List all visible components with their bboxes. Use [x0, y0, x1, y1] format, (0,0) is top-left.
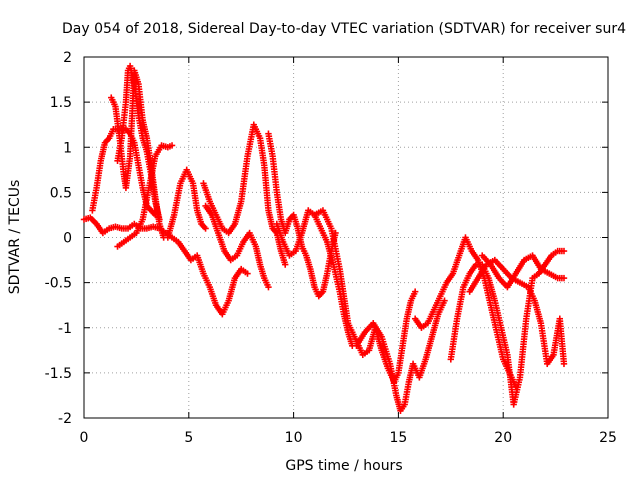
- x-tick-label: 15: [389, 430, 407, 446]
- x-tick-label: 25: [599, 430, 617, 446]
- data-point: [411, 288, 419, 295]
- data-point: [244, 270, 251, 277]
- y-tick-label: -1: [58, 321, 72, 337]
- data-point: [156, 216, 163, 223]
- x-tick-label: 20: [494, 430, 512, 446]
- y-tick-label: 1: [63, 140, 72, 156]
- data-point: [560, 360, 568, 368]
- data-point: [560, 274, 568, 282]
- y-tick-label: 0: [63, 231, 72, 247]
- y-tick-label: 2: [63, 50, 72, 66]
- y-tick-label: -1.5: [45, 366, 72, 382]
- y-tick-label: 0.5: [50, 185, 72, 201]
- axis-ticks: 0 5 10 15 20 25 2 1.5 1 0.5 0 -0.5 -1 -1.5 -2: [45, 50, 617, 446]
- y-tick-label: 1.5: [50, 95, 72, 111]
- chart-title: Day 054 of 2018, Sidereal Day-to-day VTE…: [62, 21, 626, 37]
- x-tick-label: 5: [184, 430, 193, 446]
- data-point: [265, 283, 272, 291]
- data-points: [80, 62, 568, 414]
- data-point: [441, 297, 448, 304]
- data-point: [282, 261, 289, 268]
- data-point: [560, 247, 568, 255]
- x-tick-label: 10: [285, 430, 303, 446]
- y-tick-label: -2: [58, 411, 72, 427]
- y-tick-label: -0.5: [45, 276, 72, 292]
- y-axis-label: SDTVAR / TECUs: [7, 180, 23, 295]
- data-point: [168, 142, 176, 149]
- x-tick-label: 0: [80, 430, 89, 446]
- data-point: [202, 225, 209, 232]
- x-axis-label: GPS time / hours: [285, 458, 402, 474]
